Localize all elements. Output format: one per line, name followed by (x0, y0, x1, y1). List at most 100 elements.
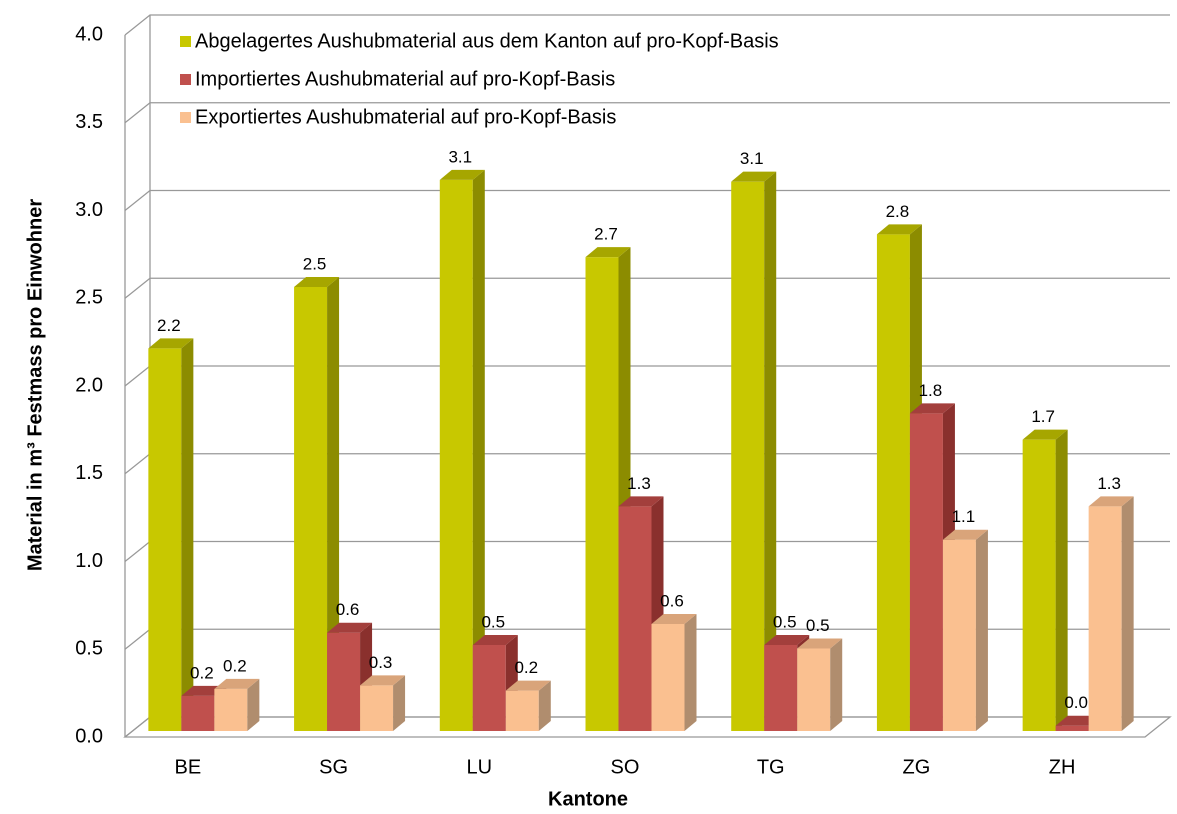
y-tick-label: 1.0 (75, 550, 103, 572)
value-label: 1.3 (627, 474, 651, 493)
bar-side (393, 675, 406, 731)
value-label: 0.2 (223, 656, 247, 675)
bar-side (1121, 496, 1134, 731)
bar-top (797, 638, 843, 649)
bar-front (909, 413, 943, 731)
bar-front (1088, 506, 1122, 731)
bar-top (1088, 496, 1134, 507)
y-tick-label: 2.0 (75, 374, 103, 396)
grid-line (124, 453, 1170, 475)
bar-front (1022, 439, 1056, 731)
bar-top (1022, 429, 1068, 440)
grid-line (124, 365, 1170, 387)
bar-top (651, 613, 697, 624)
value-label: 0.5 (806, 616, 830, 635)
bar (439, 169, 485, 731)
bar-front (472, 645, 506, 731)
y-tick-label: 0.0 (75, 725, 103, 747)
bar-front (294, 286, 328, 731)
bar (942, 529, 988, 731)
bar-front (585, 257, 619, 731)
value-label: 1.1 (952, 507, 976, 526)
bar-top (472, 635, 518, 646)
x-tick-label: SG (319, 756, 348, 778)
bar (505, 680, 551, 731)
x-tick-label: LU (466, 756, 492, 778)
value-label: 0.5 (481, 612, 505, 631)
value-label: 0.3 (369, 653, 393, 672)
legend-label: Importiertes Aushubmaterial auf pro-Kopf… (195, 68, 615, 90)
bar-side (472, 169, 485, 731)
value-label: 0.5 (773, 612, 797, 631)
bar-top (214, 678, 260, 689)
bar-top (764, 635, 810, 646)
bar-side (975, 529, 988, 731)
bar (294, 276, 340, 731)
legend-swatch (180, 74, 191, 85)
x-tick-label: ZH (1049, 756, 1076, 778)
bar-side (538, 680, 551, 731)
value-label: 2.7 (594, 225, 618, 244)
bar-front (651, 623, 685, 731)
bar-front (731, 181, 765, 731)
value-label: 1.7 (1031, 407, 1055, 426)
grid-line (124, 277, 1170, 299)
bar-front (942, 539, 976, 731)
value-label: 0.6 (336, 600, 360, 619)
bar-side (327, 276, 340, 731)
y-tick-label: 4.0 (75, 23, 103, 45)
legend-swatch (180, 36, 191, 47)
bar (1022, 429, 1068, 731)
bar-top (294, 276, 340, 287)
bar-side (1055, 429, 1068, 731)
y-tick-label: 3.5 (75, 111, 103, 133)
bar-top (505, 680, 551, 691)
value-label: 3.1 (740, 149, 764, 168)
bar-top (585, 247, 631, 258)
value-label: 3.1 (448, 147, 472, 166)
grid-line (124, 102, 1170, 124)
value-label: 1.3 (1097, 474, 1121, 493)
bar-top (909, 403, 955, 414)
bar-top (731, 171, 777, 182)
bar-front (797, 648, 831, 731)
bar-top (439, 169, 485, 180)
x-tick-label: BE (175, 756, 202, 778)
x-tick-label: ZG (903, 756, 931, 778)
value-label: 2.8 (886, 202, 910, 221)
grid-line (124, 189, 1170, 212)
bar (651, 613, 697, 731)
bar-side (684, 613, 697, 731)
y-axis-title: Material in m³ Festmass pro Einwohner (24, 199, 46, 572)
bar-top (876, 224, 922, 235)
y-tick-label: 0.5 (75, 638, 103, 660)
bar (360, 675, 406, 731)
bar-front (214, 688, 248, 731)
value-label: 1.8 (919, 381, 943, 400)
value-label: 0.2 (514, 658, 538, 677)
y-tick-label: 3.0 (75, 199, 103, 221)
bar-front (181, 695, 215, 731)
bar-side (181, 338, 194, 731)
bar-front (360, 685, 394, 731)
bar-front (327, 632, 361, 731)
bar (731, 171, 777, 731)
bar-top (327, 622, 373, 633)
value-label: 2.2 (157, 316, 181, 335)
x-tick-label: TG (757, 756, 785, 778)
x-tick-label: SO (611, 756, 640, 778)
value-label: 0.2 (190, 663, 214, 682)
bar-top (148, 338, 194, 349)
bar-side (764, 171, 777, 731)
grid-line (124, 14, 1170, 36)
bar-front (876, 234, 910, 731)
value-label: 2.5 (303, 254, 327, 273)
bar (214, 678, 260, 731)
bar (1088, 496, 1134, 731)
bar (797, 638, 843, 731)
bar-front (505, 690, 539, 731)
y-tick-label: 1.5 (75, 462, 103, 484)
bar-top (942, 529, 988, 540)
bar-side (247, 678, 260, 731)
